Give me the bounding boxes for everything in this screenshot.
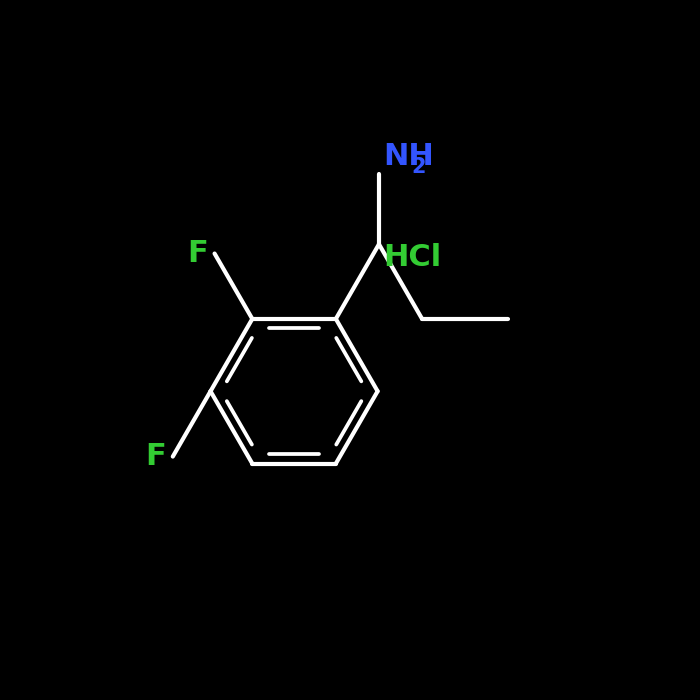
- Text: HCl: HCl: [384, 243, 442, 272]
- Text: F: F: [146, 442, 167, 471]
- Text: F: F: [188, 239, 208, 268]
- Text: NH: NH: [384, 142, 434, 172]
- Text: 2: 2: [412, 157, 426, 177]
